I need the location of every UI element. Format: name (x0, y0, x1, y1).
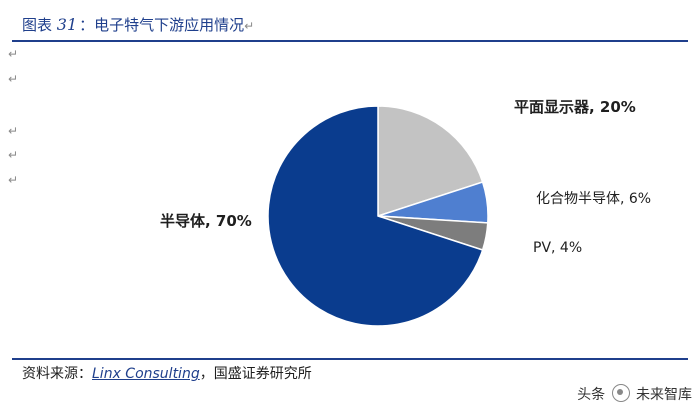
source-note: 资料来源：Linx Consulting，国盛证券研究所 (22, 363, 312, 383)
pie-labels: 平面显示器, 20% 化合物半导体, 6% PV, 4% 半导体, 70% (160, 98, 651, 256)
paragraph-mark: ↵ (8, 148, 19, 162)
caption-prefix: 图表 (22, 16, 53, 34)
watermark-left: 头条 (577, 387, 606, 403)
watermark: 头条 未来智库 (577, 384, 692, 404)
pie-slice-label: PV, 4% (533, 240, 582, 256)
pie-slices (267, 105, 489, 327)
pie-slice-label: 半导体, 70% (160, 212, 252, 230)
paragraph-mark: ↵ (8, 124, 19, 138)
caption-title: ：电子特气下游应用情况 (79, 16, 245, 34)
paragraph-marks: ↵ ↵ ↵ ↵ ↵ (8, 0, 28, 200)
source-brand: Linx Consulting (92, 366, 200, 382)
pie-slice-label: 化合物半导体, 6% (536, 191, 651, 207)
watermark-right: 未来智库 (636, 387, 692, 403)
source-prefix: 资料来源： (22, 366, 92, 382)
pie-slice-label: 平面显示器, 20% (514, 98, 636, 116)
figure-caption: 图表 31 ：电子特气下游应用情况↵ (22, 14, 254, 35)
source-suffix: ，国盛证券研究所 (199, 366, 312, 382)
figure-caption-bar: 图表 31 ：电子特气下游应用情况↵ (12, 10, 688, 42)
pie-slice (267, 105, 484, 327)
paragraph-mark: ↵ (8, 173, 19, 187)
paragraph-mark: ↵ (8, 72, 19, 86)
pie-slice (377, 105, 484, 218)
caption-para-mark: ↵ (244, 19, 255, 33)
watermark-logo-icon (611, 384, 630, 402)
paragraph-mark: ↵ (8, 47, 19, 61)
caption-number: 31 (56, 15, 78, 34)
source-bar: 资料来源：Linx Consulting，国盛证券研究所 (12, 358, 688, 384)
